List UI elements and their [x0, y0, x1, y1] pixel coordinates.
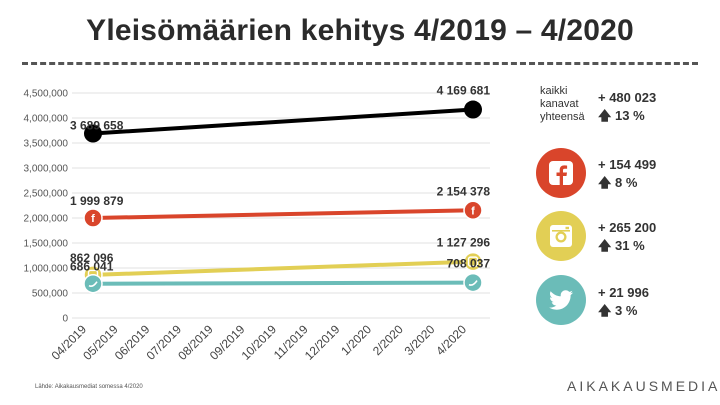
- series-start-point: [83, 208, 103, 228]
- series-line: [92, 280, 474, 286]
- y-tick-label: 500,000: [32, 289, 69, 300]
- y-tick-label: 4,500,000: [24, 89, 69, 100]
- series-start-point: [84, 124, 102, 143]
- series-line: [92, 107, 474, 136]
- series-end-label: 1 127 296: [437, 236, 491, 250]
- facebook-marker-icon: f: [91, 213, 95, 225]
- total-legend-line: yhteensä: [540, 111, 585, 123]
- facebook-change: + 154 499 🡅 8 %: [598, 156, 656, 192]
- series-start-label: 686 041: [70, 260, 114, 274]
- y-tick-label: 0: [62, 314, 68, 325]
- series-end-point: [463, 272, 483, 293]
- instagram-icon: [550, 225, 572, 247]
- series-start-label: 862 096: [70, 251, 114, 265]
- x-tick-label: 4/2020: [433, 322, 469, 358]
- facebook-change-pct-row: 🡅 8 %: [598, 174, 656, 192]
- twitter-icon: [549, 290, 573, 310]
- series-start-label: 1 999 879: [70, 194, 124, 208]
- twitter-change-pct-row: 🡅 3 %: [598, 302, 649, 320]
- total-legend-label: kaikki kanavat yhteensä: [540, 85, 585, 124]
- facebook-badge: [536, 148, 586, 198]
- x-tick-label: 12/2019: [302, 322, 343, 363]
- facebook-change-value: + 154 499: [598, 157, 657, 172]
- instagram-badge: [536, 211, 586, 261]
- total-change-value: + 480 023: [598, 90, 657, 105]
- instagram-change-pct: 31 %: [615, 238, 645, 253]
- source-note: Lähde: Aikakausmediat somessa 4/2020: [35, 384, 143, 390]
- total-legend-line: kaikki: [540, 85, 568, 97]
- y-tick-label: 4,000,000: [24, 114, 69, 125]
- facebook-marker-icon: f: [471, 205, 475, 217]
- twitter-change: + 21 996 🡅 3 %: [598, 284, 649, 320]
- facebook-icon: [549, 161, 573, 185]
- series-start-point: [83, 273, 103, 294]
- series-end-label: 2 154 378: [437, 184, 491, 198]
- total-legend-line: kanavat: [540, 98, 579, 110]
- twitter-marker-icon: [468, 280, 478, 286]
- x-tick-label: 1/2020: [338, 322, 374, 358]
- instagram-marker-icon: [467, 256, 479, 267]
- total-change-pct: 13 %: [615, 108, 645, 123]
- series-end-label: 708 037: [447, 257, 491, 271]
- instagram-change-value: + 265 200: [598, 220, 657, 235]
- facebook-change-pct: 8 %: [615, 175, 638, 190]
- page-title: Yleisömäärien kehitys 4/2019 – 4/2020: [86, 14, 634, 47]
- series-start-label: 3 689 658: [70, 119, 124, 133]
- y-tick-label: 3,500,000: [24, 139, 69, 150]
- y-tick-label: 2,000,000: [24, 214, 69, 225]
- series-line: [92, 259, 474, 277]
- x-tick-label: 3/2020: [402, 322, 438, 358]
- total-change-pct-row: 🡅 13 %: [598, 107, 656, 125]
- brand-logo: AIKAKAUSMEDIA: [567, 378, 720, 394]
- up-arrow-icon: 🡅: [598, 238, 612, 253]
- up-arrow-icon: 🡅: [598, 175, 612, 190]
- y-tick-label: 1,000,000: [24, 264, 69, 275]
- y-tick-label: 3,000,000: [24, 164, 69, 175]
- x-tick-label: 2/2020: [370, 322, 406, 358]
- x-tick-label: 10/2019: [239, 322, 280, 363]
- series-end-point: [464, 100, 482, 119]
- instagram-change: + 265 200 🡅 31 %: [598, 219, 656, 255]
- title-divider: [22, 62, 698, 65]
- total-change: + 480 023 🡅 13 %: [598, 89, 656, 125]
- series-line: [92, 208, 474, 221]
- instagram-change-pct-row: 🡅 31 %: [598, 237, 656, 255]
- up-arrow-icon: 🡅: [598, 303, 612, 318]
- twitter-change-pct: 3 %: [615, 303, 638, 318]
- y-tick-label: 1,500,000: [24, 239, 69, 250]
- up-arrow-icon: 🡅: [598, 108, 612, 123]
- y-tick-label: 2,500,000: [24, 189, 69, 200]
- series-end-point: [463, 200, 483, 221]
- series-end-label: 4 169 681: [437, 84, 491, 98]
- twitter-badge: [536, 275, 586, 325]
- twitter-change-value: + 21 996: [598, 285, 649, 300]
- twitter-marker-icon: [88, 281, 98, 287]
